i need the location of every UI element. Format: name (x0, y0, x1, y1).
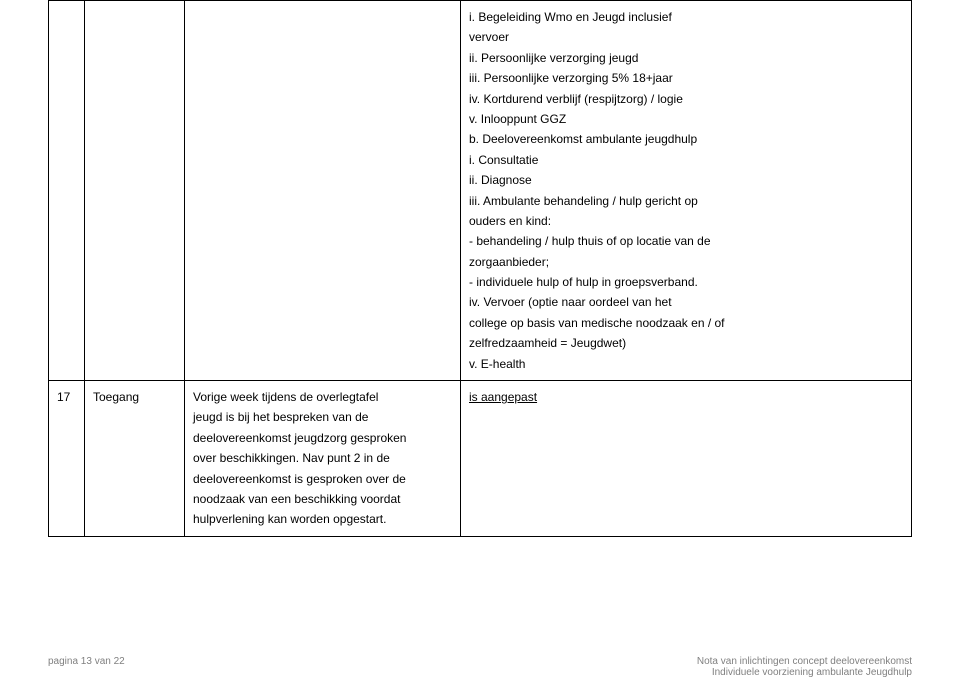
list-item: - individuele hulp of hulp in groepsverb… (469, 272, 903, 292)
list-item: v. E-health (469, 354, 903, 374)
table-row: i. Begeleiding Wmo en Jeugd inclusief ve… (49, 1, 912, 381)
list-item: vervoer (469, 27, 903, 47)
list-item: iv. Kortdurend verblijf (respijtzorg) / … (469, 89, 903, 109)
cell-row2-num: 17 (49, 381, 85, 537)
list-item: ouders en kind: (469, 211, 903, 231)
list-item: ii. Diagnose (469, 170, 903, 190)
page-footer: pagina 13 van 22 Nota van inlichtingen c… (48, 656, 912, 678)
footer-line-2: Individuele voorziening ambulante Jeugdh… (712, 667, 912, 678)
cell-row1-answer: i. Begeleiding Wmo en Jeugd inclusief ve… (461, 1, 912, 381)
text-line: Vorige week tijdens de overlegtafel (193, 387, 452, 407)
list-item: b. Deelovereenkomst ambulante jeugdhulp (469, 129, 903, 149)
list-item: i. Consultatie (469, 150, 903, 170)
cell-row1-num (49, 1, 85, 381)
list-item: - behandeling / hulp thuis of op locatie… (469, 231, 903, 251)
table-row: 17 Toegang Vorige week tijdens de overle… (49, 381, 912, 537)
cell-row2-question: Vorige week tijdens de overlegtafel jeug… (185, 381, 461, 537)
document-page: i. Begeleiding Wmo en Jeugd inclusief ve… (0, 0, 960, 698)
footer-page-number: pagina 13 van 22 (48, 656, 125, 678)
text-line: deelovereenkomst jeugdzorg gesproken (193, 428, 452, 448)
list-item: college op basis van medische noodzaak e… (469, 313, 903, 333)
content-table: i. Begeleiding Wmo en Jeugd inclusief ve… (48, 0, 912, 537)
list-item: zorgaanbieder; (469, 252, 903, 272)
text-line: deelovereenkomst is gesproken over de (193, 469, 452, 489)
list-item: iv. Vervoer (optie naar oordeel van het (469, 292, 903, 312)
text-line: hulpverlening kan worden opgestart. (193, 509, 452, 529)
list-item: zelfredzaamheid = Jeugdwet) (469, 333, 903, 353)
footer-line-1: Nota van inlichtingen concept deeloveree… (697, 656, 912, 667)
list-item: v. Inlooppunt GGZ (469, 109, 903, 129)
cell-row1-topic (85, 1, 185, 381)
cell-row2-topic: Toegang (85, 381, 185, 537)
list-item: iii. Persoonlijke verzorging 5% 18+jaar (469, 68, 903, 88)
answer-text: is aangepast (469, 390, 537, 404)
text-line: jeugd is bij het bespreken van de (193, 407, 452, 427)
footer-doc-title: Nota van inlichtingen concept deeloveree… (697, 656, 912, 678)
text-line: noodzaak van een beschikking voordat (193, 489, 452, 509)
list-item: iii. Ambulante behandeling / hulp gerich… (469, 191, 903, 211)
list-item: ii. Persoonlijke verzorging jeugd (469, 48, 903, 68)
list-item: i. Begeleiding Wmo en Jeugd inclusief (469, 7, 903, 27)
cell-row1-question (185, 1, 461, 381)
text-line: over beschikkingen. Nav punt 2 in de (193, 448, 452, 468)
cell-row2-answer: is aangepast (461, 381, 912, 537)
